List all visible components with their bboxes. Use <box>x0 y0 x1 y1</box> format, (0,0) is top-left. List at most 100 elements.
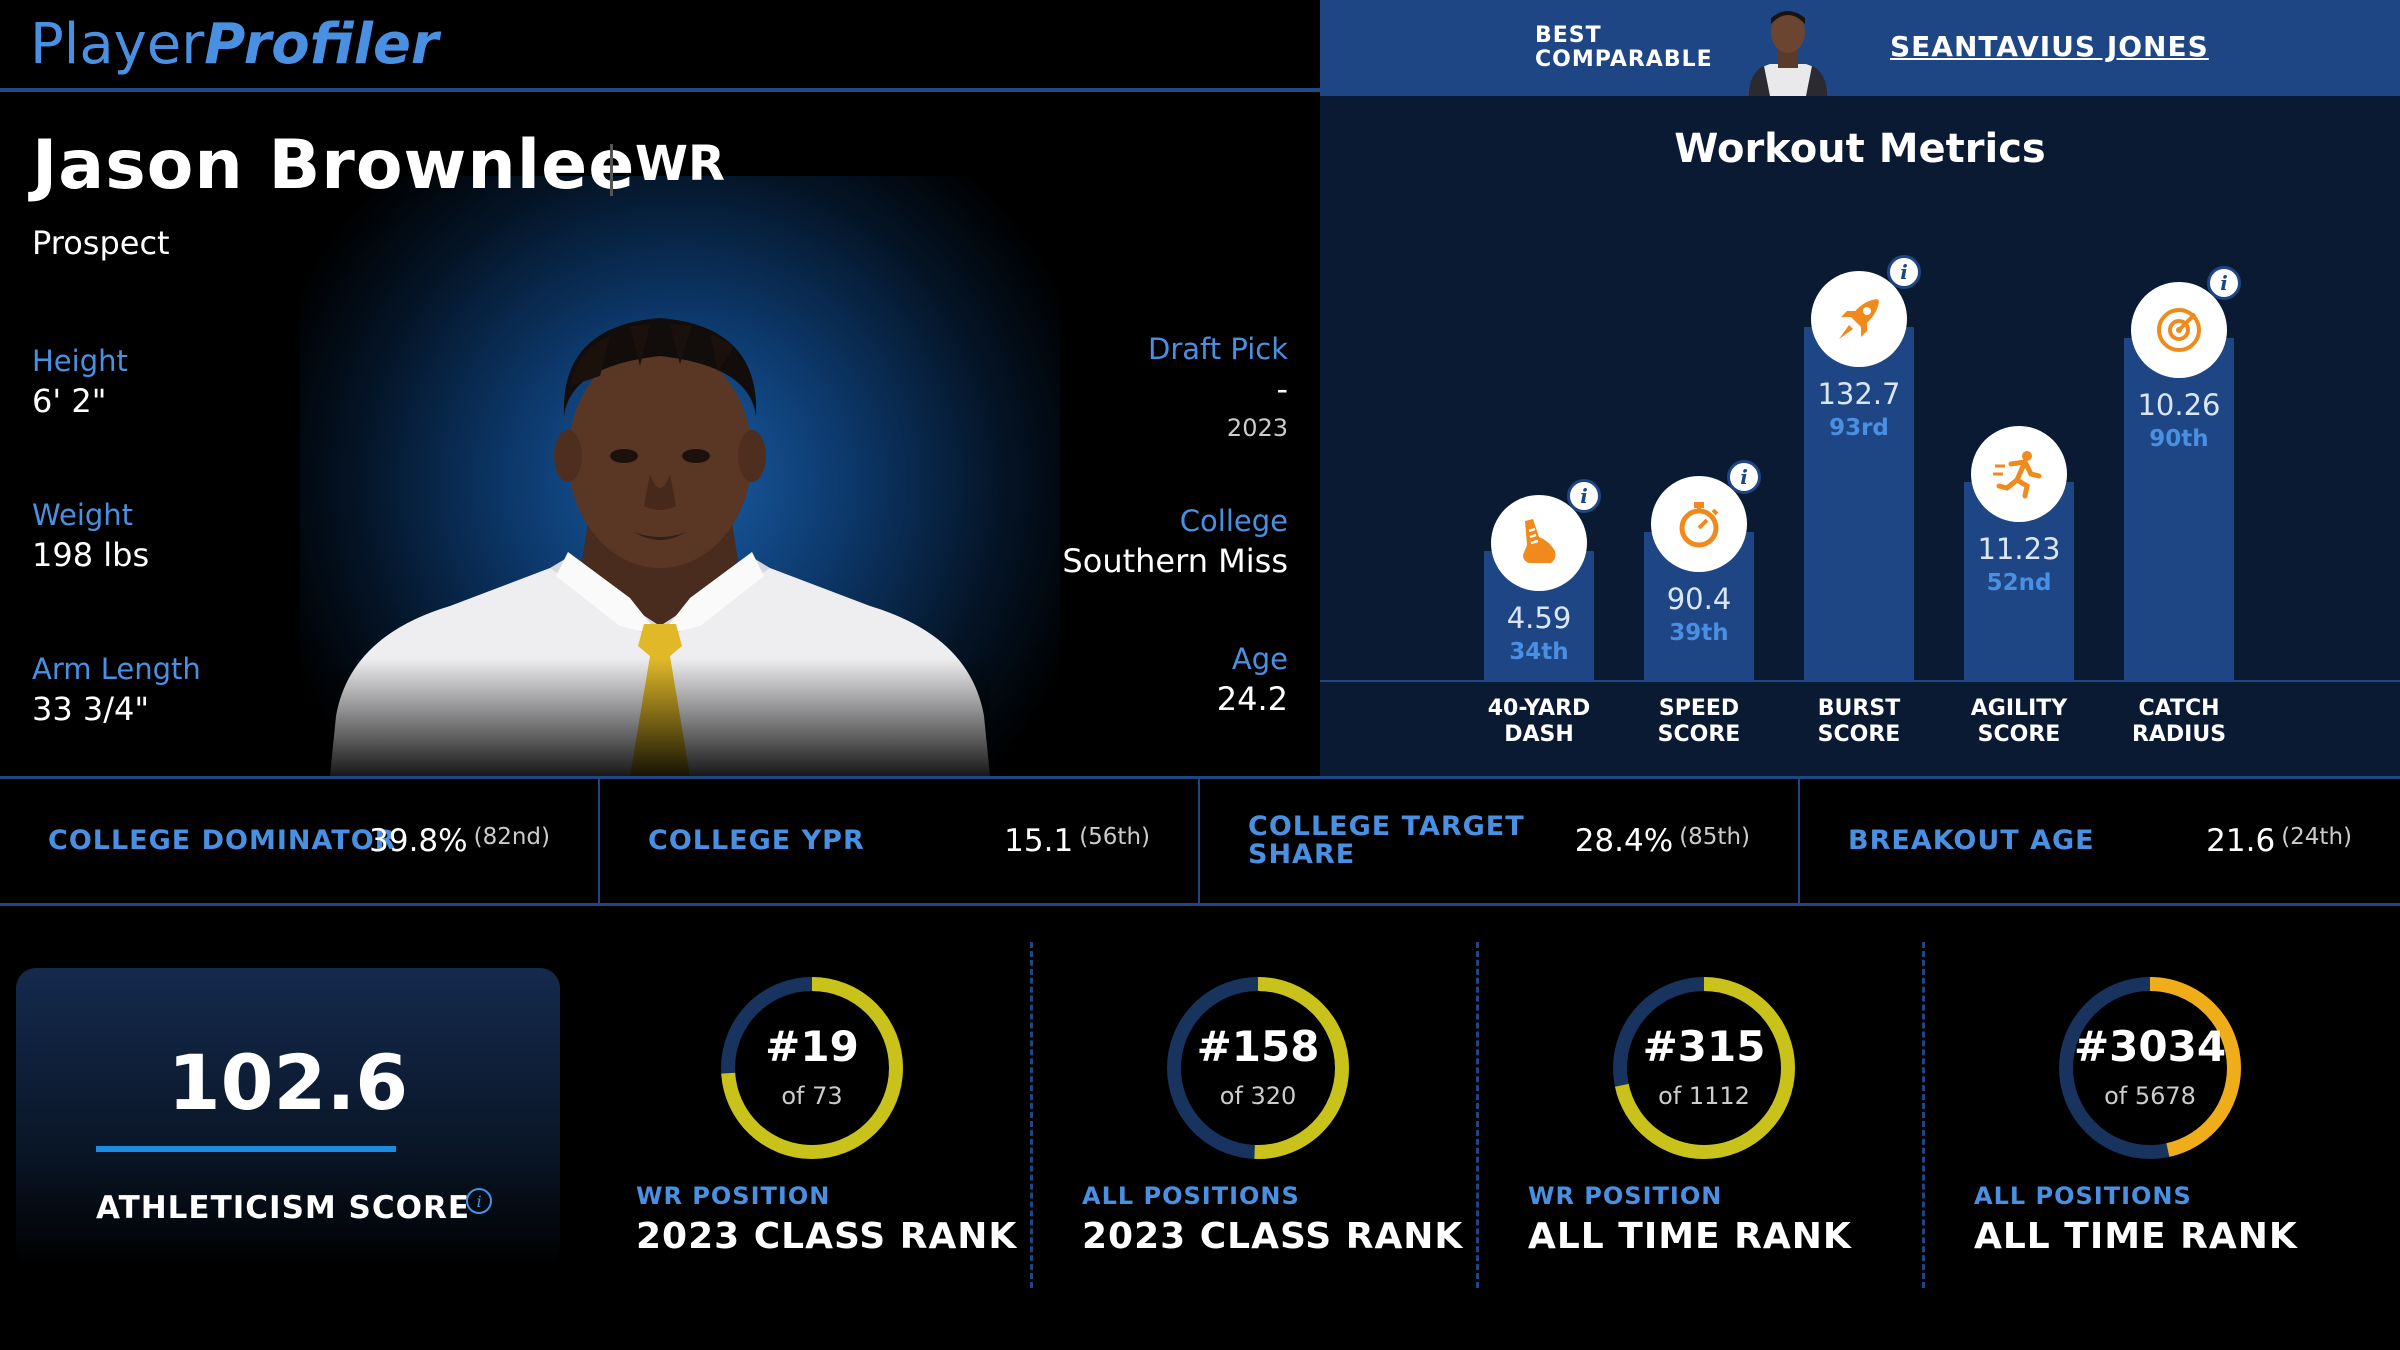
workout-percentile-burst: 93rd <box>1829 415 1889 441</box>
workout-title: Workout Metrics <box>1674 126 2046 172</box>
workout-value-forty: 4.59 <box>1506 601 1572 635</box>
all-all-time-rank-ring <box>2059 977 2241 1159</box>
stat-weight-value: 198 lbs <box>32 536 150 574</box>
player-position: WR <box>635 136 725 192</box>
workout-label-agility: AGILITY SCORE <box>1970 696 2068 747</box>
strip-breakout-age-value: 21.6 (24th) <box>2206 823 2352 859</box>
strip-college-target-share-value: 28.4% (85th) <box>1574 823 1750 859</box>
stat-age: Age 24.2 <box>1217 642 1288 718</box>
stopwatch-icon <box>1651 476 1747 572</box>
workout-info-icon-burst[interactable]: i <box>1887 255 1921 289</box>
workout-percentile-forty: 34th <box>1509 639 1569 665</box>
all-all-time-rank-number: #3034 <box>2073 1022 2227 1071</box>
workout-percentile-agility: 52nd <box>1986 570 2052 596</box>
workout-bar-catch <box>2124 338 2234 680</box>
strip-breakout-age: BREAKOUT AGE 21.6 (24th) <box>1800 779 2400 903</box>
strip-college-ypr-label: COLLEGE YPR <box>648 825 865 856</box>
stat-height: Height 6' 2" <box>32 344 128 420</box>
stat-draft-pick-label: Draft Pick <box>1148 332 1288 366</box>
workout-value-speed: 90.4 <box>1666 582 1732 616</box>
strip-college-ypr: COLLEGE YPR 15.1 (56th) <box>600 779 1200 903</box>
stat-age-value: 24.2 <box>1216 680 1288 718</box>
college-stats-strip: COLLEGE DOMINATOR 39.8% (82nd) COLLEGE YP… <box>0 776 2400 906</box>
rank-separator <box>1476 942 1479 1288</box>
all-class-rank: #158 of 320 ALL POSITIONS 2023 CLASS RANK <box>1082 906 1522 1350</box>
wr-class-rank-ring-fill <box>721 977 903 1159</box>
all-class-rank-ring <box>1167 977 1349 1159</box>
logo[interactable]: PlayerProfiler <box>30 12 439 77</box>
stat-height-value: 6' 2" <box>32 382 107 420</box>
stat-draft-pick-value: - <box>1276 370 1288 408</box>
workout-baseline <box>1320 680 2400 682</box>
all-all-time-rank-ring-fill <box>2059 977 2241 1159</box>
player-photo <box>330 306 990 776</box>
stat-draft-year: 2023 <box>1226 414 1288 442</box>
all-class-rank-title: 2023 CLASS RANK <box>1082 1216 1464 1257</box>
ranks-section: 102.6 ATHLETICISM SCORE i #19 of 73 WR POS… <box>0 906 2400 1350</box>
all-class-rank-of: of 320 <box>1219 1082 1297 1110</box>
athleticism-card: 102.6 ATHLETICISM SCORE i <box>16 968 560 1268</box>
wr-class-rank-number: #19 <box>765 1022 859 1071</box>
wr-class-rank-subtitle: WR POSITION <box>636 1182 831 1210</box>
strip-college-ypr-value: 15.1 (56th) <box>1004 823 1150 859</box>
strip-college-dominator-value: 39.8% (82nd) <box>369 823 550 859</box>
strip-college-target-share: COLLEGE TARGET SHARE 28.4% (85th) <box>1200 779 1800 903</box>
athleticism-score-value: 102.6 <box>167 1038 409 1127</box>
workout-metrics-panel: Workout Metrics i 4.59 34th 40-YARD DASH i 90.… <box>1320 96 2400 776</box>
stat-college: College Southern Miss <box>1062 504 1288 580</box>
wr-all-time-rank-title: ALL TIME RANK <box>1528 1216 1852 1257</box>
logo-part2: Profiler <box>204 12 439 77</box>
best-comparable-label: BEST COMPARABLE <box>1535 23 1713 72</box>
strip-college-dominator-label: COLLEGE DOMINATOR <box>48 825 397 856</box>
stat-age-label: Age <box>1231 642 1288 676</box>
stat-weight-label: Weight <box>32 498 134 532</box>
wr-class-rank-of: of 73 <box>781 1082 843 1110</box>
wr-class-rank-ring <box>721 977 903 1159</box>
shoe-icon <box>1491 495 1587 591</box>
workout-label-catch: CATCH RADIUS <box>2131 696 2227 747</box>
athleticism-underline <box>96 1146 396 1152</box>
strip-breakout-age-label: BREAKOUT AGE <box>1848 825 2095 856</box>
athleticism-score-label: ATHLETICISM SCORE <box>96 1190 471 1226</box>
stat-arm-length: Arm Length 33 3/4" <box>32 652 201 728</box>
workout-percentile-catch: 90th <box>2149 426 2209 452</box>
workout-value-catch: 10.26 <box>2137 388 2221 422</box>
workout-info-icon-forty[interactable]: i <box>1567 479 1601 513</box>
workout-value-agility: 11.23 <box>1977 532 2061 566</box>
all-class-rank-ring-fill <box>1167 977 1349 1159</box>
all-class-rank-number: #158 <box>1196 1022 1320 1071</box>
wr-all-time-rank-subtitle: WR POSITION <box>1528 1182 1723 1210</box>
rocket-icon <box>1811 271 1907 367</box>
wr-class-rank: #19 of 73 WR POSITION 2023 CLASS RANK <box>636 906 1076 1350</box>
position-divider <box>610 144 613 196</box>
wr-all-time-rank: #315 of 1112 WR POSITION ALL TIME RANK <box>1528 906 1968 1350</box>
stat-arm-length-value: 33 3/4" <box>32 690 150 728</box>
player-panel: Jason Brownlee WR Prospect Height 6' 2" … <box>0 96 1320 776</box>
wr-all-time-rank-number: #315 <box>1642 1022 1766 1071</box>
all-all-time-rank-of: of 5678 <box>2104 1082 2196 1110</box>
workout-bar-burst <box>1804 327 1914 680</box>
stat-college-label: College <box>1179 504 1288 538</box>
comparable-player-link[interactable]: SEANTAVIUS JONES <box>1890 30 2209 63</box>
workout-value-burst: 132.7 <box>1817 377 1901 411</box>
wr-all-time-rank-of: of 1112 <box>1658 1082 1750 1110</box>
wr-class-rank-title: 2023 CLASS RANK <box>636 1216 1018 1257</box>
wr-all-time-rank-ring-fill <box>1613 977 1795 1159</box>
best-comparable-bar: BEST COMPARABLE SEANTAVIUS JONES <box>1320 0 2400 96</box>
stat-arm-length-label: Arm Length <box>32 652 201 686</box>
player-status: Prospect <box>32 224 170 262</box>
workout-label-forty: 40-YARD DASH <box>1487 696 1591 747</box>
stat-height-label: Height <box>32 344 128 378</box>
wr-all-time-rank-ring <box>1613 977 1795 1159</box>
target-icon <box>2131 282 2227 378</box>
stat-draft-pick: Draft Pick - 2023 <box>1148 332 1288 442</box>
all-class-rank-subtitle: ALL POSITIONS <box>1082 1182 1300 1210</box>
athleticism-info-icon[interactable]: i <box>466 1188 492 1214</box>
player-name: Jason Brownlee <box>32 126 636 205</box>
all-all-time-rank-subtitle: ALL POSITIONS <box>1974 1182 2192 1210</box>
rank-separator <box>1030 942 1033 1288</box>
workout-label-speed: SPEED SCORE <box>1657 696 1741 747</box>
workout-info-icon-catch[interactable]: i <box>2207 266 2241 300</box>
header-bar: PlayerProfiler <box>0 0 1320 92</box>
workout-info-icon-speed[interactable]: i <box>1727 460 1761 494</box>
